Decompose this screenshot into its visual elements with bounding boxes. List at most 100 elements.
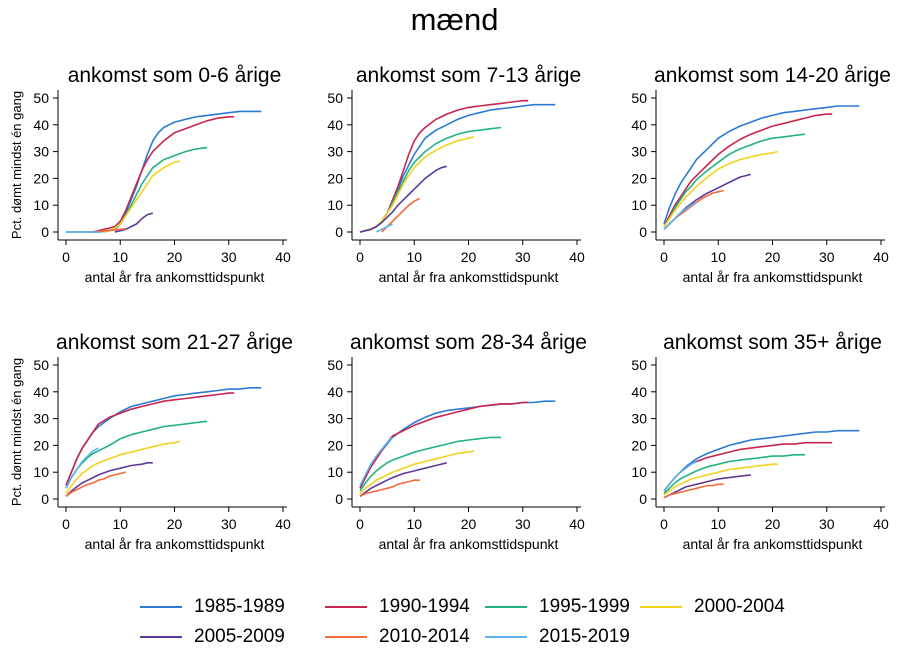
x-tick-label: 0 — [660, 516, 668, 532]
y-tick-label: 50 — [327, 357, 343, 373]
x-tick-label: 40 — [275, 516, 291, 532]
series-line — [359, 436, 394, 486]
y-tick-label: 40 — [631, 117, 647, 133]
series-line — [92, 116, 235, 233]
y-tick-label: 30 — [33, 411, 49, 427]
x-axis-label: antal år fra ankomsttidspunkt — [379, 269, 559, 285]
chart-panel: 0 10 20 30 40 50 0 10 20 30 40 ankomst som 21-27 år… — [9, 331, 293, 552]
x-tick-label: 0 — [62, 516, 70, 532]
x-tick-label: 10 — [710, 249, 726, 265]
x-tick-label: 30 — [819, 516, 835, 532]
panel-title: ankomst som 14-20 årige — [654, 64, 891, 87]
y-tick-label: 10 — [631, 464, 647, 480]
y-tick-label: 30 — [327, 411, 343, 427]
x-tick-label: 0 — [356, 249, 364, 265]
y-tick-label: 0 — [639, 491, 647, 507]
series-line — [359, 479, 420, 498]
legend-label: 1995-1999 — [539, 596, 630, 617]
x-tick-label: 0 — [660, 249, 668, 265]
panel-title: ankomst som 28-34 årige — [350, 331, 587, 354]
legend-swatch — [485, 636, 527, 638]
y-tick-label: 0 — [41, 491, 49, 507]
y-tick-label: 10 — [33, 464, 49, 480]
x-axis-label: antal år fra ankomsttidspunkt — [379, 536, 559, 552]
legend-swatch — [325, 636, 367, 638]
series-line — [114, 212, 154, 233]
series-line — [65, 392, 235, 486]
legend-swatch — [140, 636, 182, 638]
chart-panel: 0 10 20 30 40 50 0 10 20 30 40 ankomst som 14-20 år… — [631, 64, 891, 285]
x-tick-label: 10 — [710, 516, 726, 532]
legend-item: 1990-1994 — [325, 592, 470, 622]
x-tick-label: 40 — [873, 249, 889, 265]
x-tick-label: 40 — [569, 516, 585, 532]
series-line — [663, 460, 697, 492]
series-line — [663, 105, 860, 225]
chart-panel: 0 10 20 30 40 50 0 10 20 30 40 ankomst som 7-13 åri… — [327, 64, 585, 285]
series-line — [103, 146, 208, 233]
series-line — [359, 401, 529, 489]
y-tick-label: 20 — [327, 170, 343, 186]
x-tick-label: 30 — [515, 516, 531, 532]
x-tick-label: 40 — [569, 249, 585, 265]
series-line — [663, 133, 806, 228]
y-tick-label: 50 — [327, 90, 343, 106]
panel-title: ankomst som 21-27 årige — [56, 331, 293, 354]
y-tick-label: 50 — [631, 90, 647, 106]
series-line — [663, 201, 697, 230]
y-tick-label: 30 — [327, 144, 343, 160]
y-tick-label: 0 — [41, 224, 49, 240]
x-tick-label: 20 — [461, 516, 477, 532]
series-line — [663, 453, 805, 495]
series-line — [663, 150, 779, 228]
series-line — [65, 440, 181, 495]
series-line — [359, 126, 502, 233]
x-tick-label: 40 — [873, 516, 889, 532]
legend-label: 1985-1989 — [194, 596, 285, 617]
x-axis-label: antal år fra ankomsttidspunkt — [85, 269, 265, 285]
legend-row: 1985-1989 1990-1994 1995-1999 2000-2004 — [140, 592, 840, 622]
y-tick-label: 40 — [631, 384, 647, 400]
y-tick-label: 30 — [631, 411, 647, 427]
legend-label: 2010-2014 — [379, 626, 470, 647]
x-tick-label: 10 — [406, 249, 422, 265]
x-tick-label: 20 — [765, 516, 781, 532]
legend-item: 2010-2014 — [325, 622, 470, 652]
legend-swatch — [325, 606, 367, 608]
x-tick-label: 0 — [356, 516, 364, 532]
y-tick-label: 30 — [631, 144, 647, 160]
series-line — [65, 471, 126, 497]
series-line — [375, 223, 393, 233]
y-tick-label: 20 — [631, 170, 647, 186]
x-tick-label: 20 — [167, 516, 183, 532]
series-line — [65, 420, 208, 489]
x-tick-label: 20 — [167, 249, 183, 265]
chart-grid: 0 10 20 30 40 50 0 10 20 30 40 ankomst som 0-6 årig… — [9, 64, 891, 552]
legend-swatch — [140, 606, 182, 608]
x-tick-label: 30 — [221, 249, 237, 265]
series-line — [359, 103, 556, 233]
legend-item: 1985-1989 — [140, 592, 285, 622]
legend-label: 2000-2004 — [694, 596, 785, 617]
series-line — [663, 113, 833, 227]
series-line — [359, 400, 556, 489]
legend-swatch — [485, 606, 527, 608]
chart-panel: 0 10 20 30 40 50 0 10 20 30 40 ankomst som 28-34 år… — [327, 331, 587, 552]
series-line — [65, 447, 99, 489]
y-tick-label: 50 — [33, 90, 49, 106]
figure-title: mænd — [410, 2, 499, 37]
series-line — [359, 165, 448, 233]
y-tick-label: 40 — [33, 384, 49, 400]
legend-item: 2005-2009 — [140, 622, 285, 652]
y-tick-label: 0 — [335, 224, 343, 240]
series-line — [359, 436, 502, 492]
legend-label: 1990-1994 — [379, 596, 470, 617]
series-line — [65, 461, 153, 497]
legend-item: 1995-1999 — [485, 592, 630, 622]
legend: 1985-1989 1990-1994 1995-1999 2000-2004 … — [140, 592, 840, 652]
series-line — [65, 386, 262, 486]
legend-label: 2015-2019 — [539, 626, 630, 647]
y-tick-label: 0 — [335, 491, 343, 507]
x-tick-label: 30 — [221, 516, 237, 532]
x-tick-label: 40 — [275, 249, 291, 265]
